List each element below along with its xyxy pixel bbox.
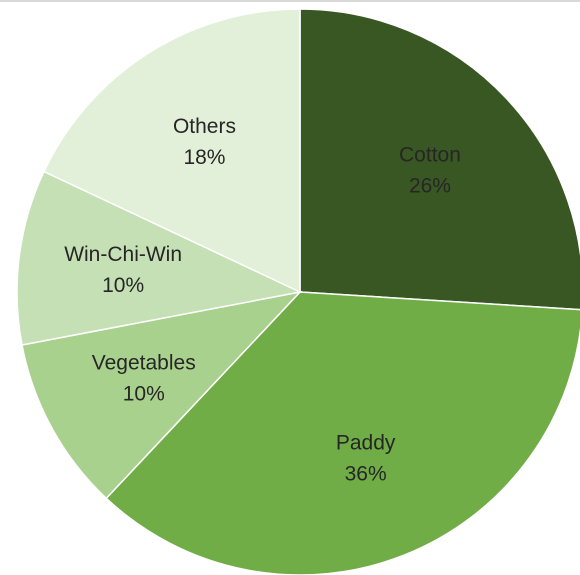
slice-percent-vegetables: 10% <box>123 382 165 405</box>
slice-label-others: Others <box>173 115 236 138</box>
pie-slice-paddy <box>105 291 580 575</box>
slices-layer <box>16 8 580 575</box>
slice-label-win-chi-win: Win-Chi-Win <box>64 243 182 266</box>
slice-label-paddy: Paddy <box>336 431 396 454</box>
pie-slice-vegetables <box>21 290 303 500</box>
slice-label-cotton: Cotton <box>399 143 461 166</box>
slice-label-vegetables: Vegetables <box>92 351 196 374</box>
slice-percent-others: 18% <box>183 146 225 169</box>
labels-layer: Cotton 26% Paddy 36% Vegetables 10% Win-Chi-Wi… <box>64 115 461 485</box>
pie-slice-others <box>42 8 301 294</box>
top-divider <box>0 0 580 2</box>
pie-slice-cotton <box>299 8 580 311</box>
pie-slice-win-chi-win <box>16 170 303 346</box>
slice-percent-paddy: 36% <box>345 462 387 485</box>
slice-percent-win-chi-win: 10% <box>102 274 144 297</box>
slice-percent-cotton: 26% <box>409 174 451 197</box>
